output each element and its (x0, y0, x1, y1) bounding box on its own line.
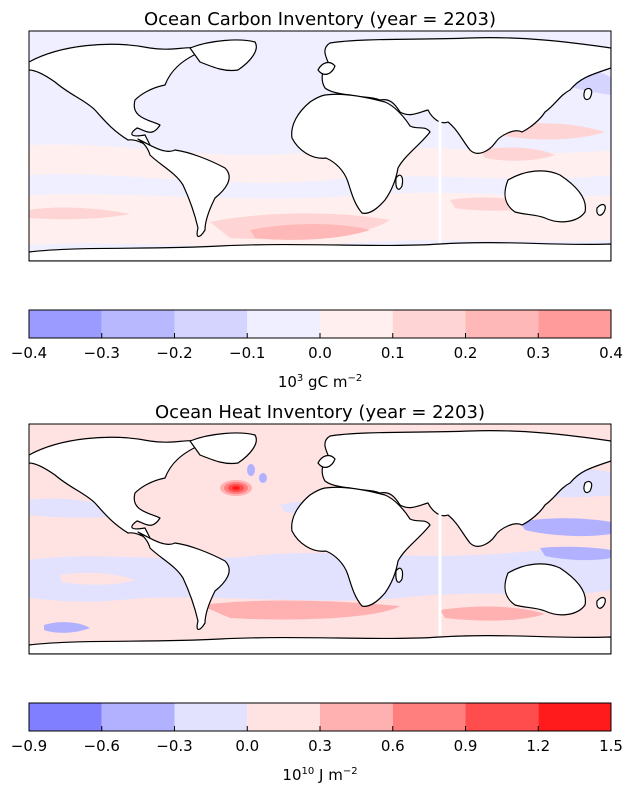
colorbar: −0.4 −0.3 −0.2 −0.1 0.0 0.1 0.2 0.3 0.4 (11, 310, 623, 362)
colorbar-tick-label: 0.0 (308, 344, 332, 362)
colorbar-frame (28, 702, 612, 732)
colorbar-segment (392, 310, 466, 338)
colorbar-segment (174, 703, 248, 731)
colorbar-tick-label: 1.2 (526, 737, 550, 755)
continents (29, 430, 611, 654)
colorbar-segment (29, 703, 102, 731)
map-plot (29, 424, 611, 654)
colorbar-segment (538, 310, 611, 338)
colorbar-tick-label: 0.6 (381, 737, 405, 755)
colorbar-tick-label: 0.3 (308, 737, 332, 755)
continents (29, 37, 611, 261)
colorbar-tick-label: 0.3 (526, 344, 550, 362)
map-frame (28, 30, 612, 262)
colorbar-segment (538, 703, 611, 731)
colorbar-tick-label: −0.4 (11, 344, 47, 362)
colorbar-segment (320, 310, 393, 338)
colorbar-tick-label: 1.5 (599, 737, 623, 755)
colorbar-tick-label: 0.2 (454, 344, 478, 362)
map-frame (28, 423, 612, 655)
colorbar-label: 1010 J m−2 (282, 766, 357, 784)
colorbar-tick-label: −0.2 (156, 344, 192, 362)
colorbar: −0.9 −0.6 −0.3 0.0 0.3 0.6 0.9 1.2 1.5 (11, 703, 623, 755)
colorbar-frame (28, 309, 612, 339)
colorbar-segment (29, 310, 102, 338)
chart-title: Ocean Heat Inventory (year = 2203) (155, 402, 485, 423)
colorbar-segment (101, 703, 175, 731)
chart-title: Ocean Carbon Inventory (year = 2203) (144, 9, 496, 30)
colorbar-tick-label: 0.1 (381, 344, 405, 362)
colorbar-tick-label: −0.3 (84, 344, 120, 362)
colorbar-tick-label: −0.3 (156, 737, 192, 755)
colorbar-tick-label: −0.6 (84, 737, 120, 755)
colorbar-segment (320, 703, 393, 731)
colorbar-tick-label: −0.9 (11, 737, 47, 755)
colorbar-segment (247, 310, 320, 338)
colorbar-tick-label: 0.9 (454, 737, 478, 755)
colorbar-segment (392, 703, 466, 731)
colorbar-segment (465, 703, 539, 731)
colorbar-segment (101, 310, 175, 338)
map-plot (29, 31, 611, 261)
colorbar-tick-label: 0.0 (235, 737, 259, 755)
colorbar-label: 103 gC m−2 (278, 373, 362, 391)
colorbar-segment (174, 310, 248, 338)
colorbar-tick-label: 0.4 (599, 344, 623, 362)
colorbar-segment (465, 310, 539, 338)
panel-carbon: Ocean Carbon Inventory (year = 2203) (11, 9, 623, 391)
panel-heat: Ocean Heat Inventory (year = 2203) (11, 402, 623, 784)
colorbar-segment (247, 703, 320, 731)
colorbar-tick-label: −0.1 (229, 344, 265, 362)
